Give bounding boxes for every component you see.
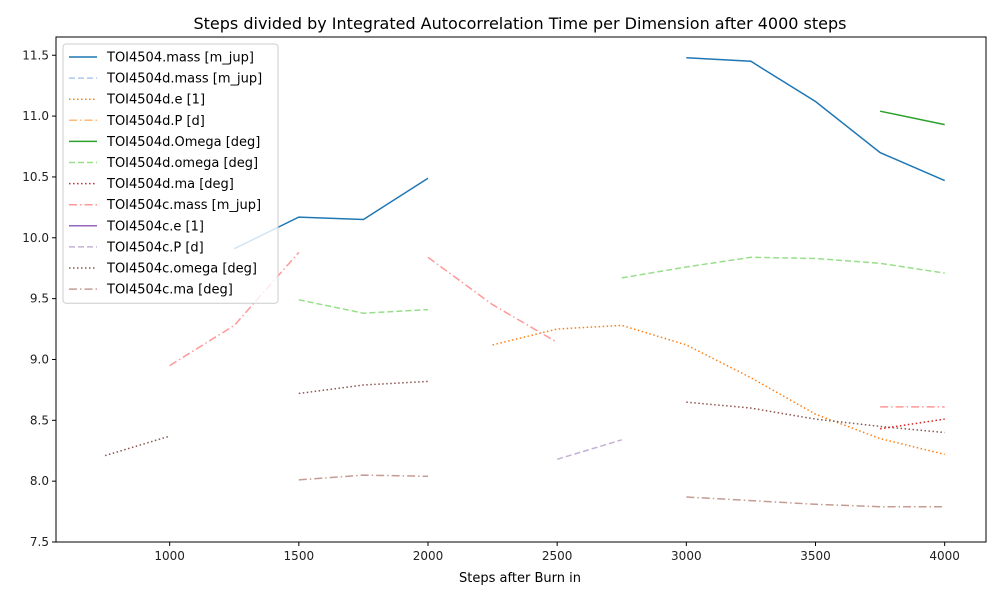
legend-label: TOI4504c.mass [m_jup] (106, 198, 261, 213)
legend-label: TOI4504d.Omega [deg] (106, 135, 260, 150)
x-tick-label: 2000 (413, 549, 444, 563)
chart-title: Steps divided by Integrated Autocorrelat… (193, 14, 846, 33)
series-line-7 (427, 256, 558, 344)
series-line-2 (492, 324, 945, 456)
plot-frame (55, 36, 987, 543)
series-line-10 (686, 401, 945, 434)
x-tick-label: 2500 (542, 549, 573, 563)
y-axis: 7.5 8.0 8.5 9.0 9.5 10.0 10.5 11.0 11.5 (22, 48, 56, 549)
y-tick-label: 9.0 (30, 352, 49, 366)
series-line-4 (879, 110, 945, 126)
series-line-5 (621, 256, 945, 279)
x-axis-label: Steps after Burn in (459, 571, 581, 586)
series-line-0 (686, 56, 945, 182)
legend-label: TOI4504c.P [d] (106, 240, 204, 255)
y-tick-label: 10.5 (22, 170, 49, 184)
y-tick-label: 10.0 (22, 231, 49, 245)
legend-label: TOI4504d.omega [deg] (106, 156, 258, 171)
y-tick-label: 11.5 (22, 48, 49, 62)
legend-label: TOI4504c.omega [deg] (106, 262, 257, 277)
x-tick-label: 3500 (800, 549, 831, 563)
series-line-9 (556, 439, 623, 461)
x-tick-label: 3000 (671, 549, 702, 563)
legend-label: TOI4504d.P [d] (106, 114, 205, 129)
y-tick-label: 9.5 (30, 292, 49, 306)
y-tick-label: 8.5 (30, 413, 49, 427)
y-tick-label: 11.0 (22, 109, 49, 123)
legend: TOI4504.mass [m_jup] TOI4504d.mass [m_jup… (62, 43, 279, 304)
x-tick-label: 1500 (284, 549, 315, 563)
series-line-11 (686, 496, 945, 508)
legend-label: TOI4504c.ma [deg] (106, 283, 233, 298)
legend-label: TOI4504c.e [1] (106, 219, 204, 234)
x-axis: 1000 1500 2000 2500 3000 3500 4000 (154, 542, 960, 563)
legend-box (62, 43, 279, 304)
series-line-10 (104, 435, 170, 457)
legend-label: TOI4504d.ma [deg] (106, 177, 234, 192)
legend-label: TOI4504d.e [1] (106, 93, 205, 108)
x-tick-label: 1000 (154, 549, 185, 563)
series-line-10 (298, 380, 429, 395)
legend-label: TOI4504d.mass [m_jup] (106, 72, 262, 87)
legend-label: TOI4504.mass [m_jup] (106, 51, 254, 66)
series-line-5 (298, 299, 429, 314)
y-tick-label: 8.0 (30, 474, 49, 488)
x-tick-label: 4000 (929, 549, 960, 563)
series-line-6 (879, 418, 945, 430)
y-tick-label: 7.5 (30, 535, 49, 549)
series-line-11 (298, 474, 429, 481)
